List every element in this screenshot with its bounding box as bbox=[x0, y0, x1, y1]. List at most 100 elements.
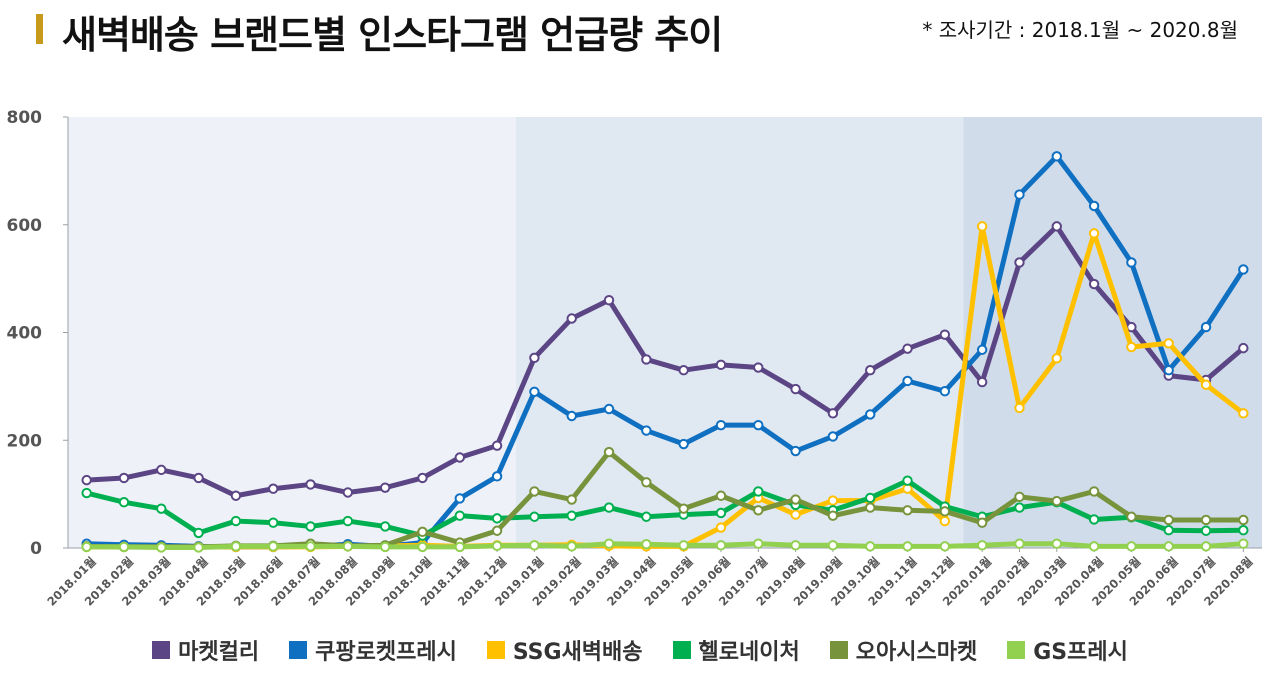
data-point bbox=[827, 540, 839, 551]
data-point bbox=[753, 505, 764, 516]
data-point bbox=[1014, 502, 1025, 513]
data-point bbox=[379, 541, 391, 553]
data-point bbox=[865, 365, 876, 376]
data-point bbox=[81, 541, 92, 553]
data-point bbox=[1200, 525, 1212, 536]
data-point bbox=[902, 375, 913, 387]
legend-label: SSG새벽배송 bbox=[512, 640, 643, 665]
title-accent-bar bbox=[36, 14, 43, 44]
data-point bbox=[1163, 338, 1174, 349]
data-point bbox=[1088, 228, 1100, 239]
data-point bbox=[156, 542, 167, 553]
data-point bbox=[753, 486, 764, 497]
data-point bbox=[790, 383, 801, 395]
data-point bbox=[939, 506, 951, 517]
data-point bbox=[1238, 514, 1249, 526]
data-point bbox=[454, 452, 465, 463]
data-point bbox=[1126, 321, 1137, 333]
data-point bbox=[1200, 514, 1212, 526]
data-point bbox=[529, 486, 540, 497]
data-point bbox=[865, 541, 876, 552]
data-point bbox=[976, 221, 988, 232]
data-point bbox=[118, 497, 130, 508]
data-point bbox=[790, 445, 801, 457]
data-point bbox=[678, 365, 689, 376]
legend-item: 마켓컬리 bbox=[152, 634, 259, 666]
series-6 bbox=[81, 538, 1249, 553]
data-point bbox=[156, 464, 167, 476]
data-point bbox=[976, 540, 988, 551]
y-tick-label: 200 bbox=[7, 431, 43, 451]
data-point bbox=[529, 352, 540, 364]
data-point bbox=[305, 541, 316, 552]
data-point bbox=[753, 362, 764, 373]
data-point bbox=[1163, 514, 1174, 526]
data-point bbox=[454, 541, 465, 553]
data-point bbox=[417, 541, 428, 553]
data-point bbox=[268, 483, 279, 494]
legend-item: 오아시스마켓 bbox=[829, 634, 977, 666]
data-point bbox=[81, 474, 92, 486]
data-point bbox=[603, 538, 615, 549]
data-point bbox=[193, 527, 204, 539]
series-1 bbox=[81, 221, 1249, 501]
data-point bbox=[641, 539, 652, 550]
data-point bbox=[678, 503, 689, 514]
data-point bbox=[1238, 408, 1249, 419]
data-point bbox=[342, 487, 354, 498]
legend-label: 헬로네이처 bbox=[698, 640, 800, 665]
data-point bbox=[827, 510, 839, 521]
data-point bbox=[902, 505, 913, 516]
data-point bbox=[902, 475, 913, 486]
data-point bbox=[827, 431, 839, 442]
data-point bbox=[156, 503, 167, 514]
data-point bbox=[939, 541, 951, 552]
data-point bbox=[118, 541, 130, 553]
legend-swatch bbox=[672, 641, 691, 659]
legend-swatch bbox=[829, 641, 848, 659]
data-point bbox=[342, 541, 354, 552]
legend-item: 쿠팡로켓프레시 bbox=[289, 634, 457, 666]
legend-swatch bbox=[152, 641, 171, 659]
data-point bbox=[491, 471, 503, 482]
legend-item: 헬로네이처 bbox=[672, 634, 800, 666]
data-point bbox=[491, 540, 503, 552]
data-point bbox=[566, 541, 577, 552]
data-point bbox=[678, 540, 689, 551]
chart-legend: 마켓컬리 쿠팡로켓프레시 SSG새벽배송 헬로네이처 오아시스마켓 GS프레시 bbox=[0, 634, 1280, 666]
data-point bbox=[566, 313, 577, 324]
data-point bbox=[976, 376, 988, 388]
year-band-3 bbox=[963, 117, 1262, 548]
data-point bbox=[1088, 541, 1100, 552]
data-point bbox=[81, 487, 92, 499]
data-point bbox=[529, 386, 540, 397]
data-point bbox=[939, 329, 951, 340]
data-point bbox=[1126, 341, 1137, 353]
data-point bbox=[1051, 353, 1062, 364]
data-point bbox=[1163, 541, 1174, 552]
legend-item: GS프레시 bbox=[1007, 634, 1128, 666]
data-point bbox=[1238, 538, 1249, 549]
data-point bbox=[1238, 342, 1249, 354]
data-point bbox=[454, 493, 465, 504]
data-point bbox=[491, 513, 503, 524]
data-point bbox=[865, 409, 876, 420]
data-point bbox=[1088, 486, 1100, 497]
data-point bbox=[865, 502, 876, 513]
data-point bbox=[417, 526, 428, 538]
data-point bbox=[939, 386, 951, 397]
data-point bbox=[417, 472, 428, 484]
legend-swatch bbox=[1007, 641, 1026, 659]
data-point bbox=[230, 515, 242, 527]
legend-label: 쿠팡로켓프레시 bbox=[315, 640, 457, 665]
data-point bbox=[1051, 495, 1062, 507]
data-point bbox=[230, 541, 242, 552]
data-point bbox=[1238, 264, 1249, 275]
data-point bbox=[753, 538, 764, 549]
data-point bbox=[529, 540, 540, 551]
data-point bbox=[976, 517, 988, 528]
data-point bbox=[641, 511, 652, 522]
data-point bbox=[566, 510, 577, 521]
data-point bbox=[1126, 511, 1137, 522]
legend-item: SSG새벽배송 bbox=[486, 634, 643, 666]
